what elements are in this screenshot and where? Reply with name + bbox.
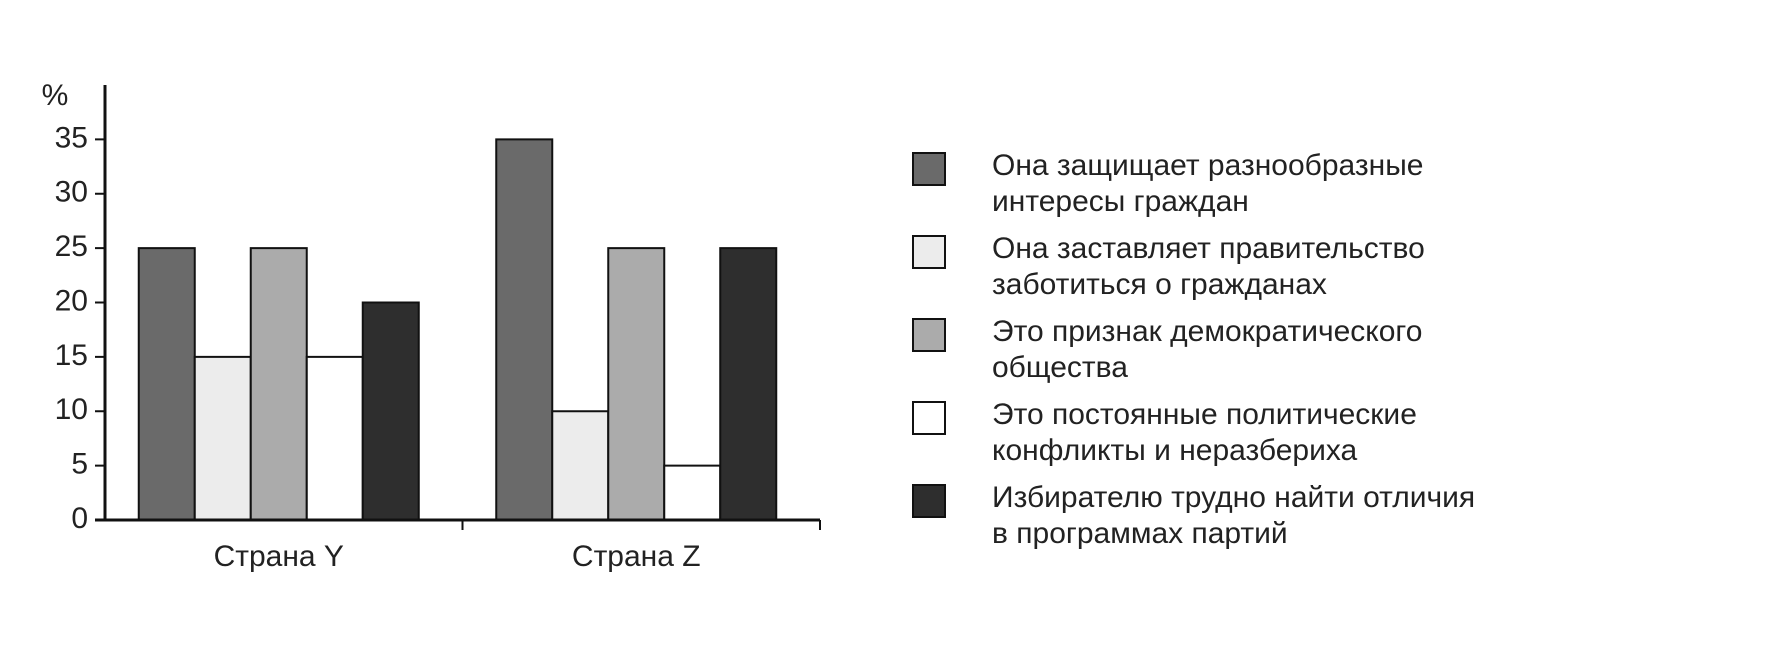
bar — [551, 410, 610, 521]
bar — [663, 464, 722, 521]
bar — [495, 138, 554, 521]
legend-swatch — [912, 401, 946, 435]
legend-label: Это постоянные политические конфликты и … — [992, 398, 1417, 467]
y-tick-label: 20 — [55, 284, 88, 317]
legend-swatch — [912, 318, 946, 352]
legend-swatch — [912, 484, 946, 518]
bar — [249, 247, 308, 521]
bar — [137, 247, 196, 521]
bar — [193, 355, 252, 521]
y-tick-label: 25 — [55, 230, 88, 263]
bar — [305, 355, 364, 521]
y-tick-label: 15 — [55, 339, 88, 372]
x-tick-label: Страна Z — [572, 540, 701, 573]
chart: % 0 5 10 15 20 25 30 35 Страна Y Страна Z — [42, 79, 821, 573]
legend-item: Она заставляет правительство заботиться … — [912, 231, 1425, 303]
legend-label: Она защищает разнообразные интересы граж… — [992, 149, 1424, 218]
bar — [607, 247, 666, 521]
legend-swatch — [912, 235, 946, 269]
legend-label: Она заставляет правительство заботиться … — [992, 232, 1425, 301]
y-tick-label: 10 — [55, 393, 88, 426]
y-tick-label: 30 — [55, 176, 88, 209]
bar — [361, 301, 420, 521]
y-tick-label: 35 — [55, 121, 88, 154]
legend-item: Она защищает разнообразные интересы граж… — [912, 148, 1423, 220]
legend-swatch — [912, 152, 946, 186]
y-tick-label: 0 — [71, 502, 88, 535]
legend-item: Это признак демократического общества — [912, 314, 1422, 386]
legend-label: Это признак демократического общества — [992, 315, 1423, 384]
bar — [719, 247, 778, 521]
y-tick-label: 5 — [71, 448, 88, 481]
y-axis-label: % — [42, 79, 69, 112]
legend-item: Избирателю трудно найти отличия в програ… — [912, 480, 1475, 552]
x-tick-label: Страна Y — [214, 540, 344, 573]
legend-item: Это постоянные политические конфликты и … — [912, 397, 1417, 469]
legend-label: Избирателю трудно найти отличия в програ… — [992, 481, 1476, 550]
